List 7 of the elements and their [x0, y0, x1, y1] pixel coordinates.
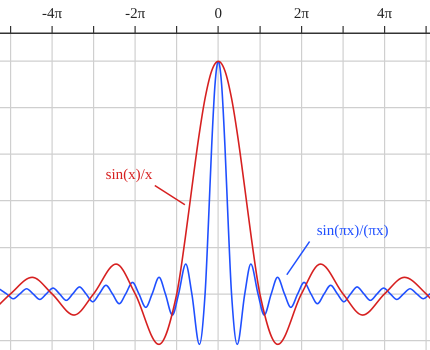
x-tick-label: -4π [42, 6, 63, 22]
x-tick-label: 0 [214, 6, 222, 22]
x-tick-label: 2π [294, 6, 310, 22]
x-tick-label: 4π [377, 6, 393, 22]
x-tick-label: -2π [125, 6, 146, 22]
text: sin(x)/x [106, 166, 153, 183]
text: sin(πx)/(πx) [316, 222, 389, 239]
